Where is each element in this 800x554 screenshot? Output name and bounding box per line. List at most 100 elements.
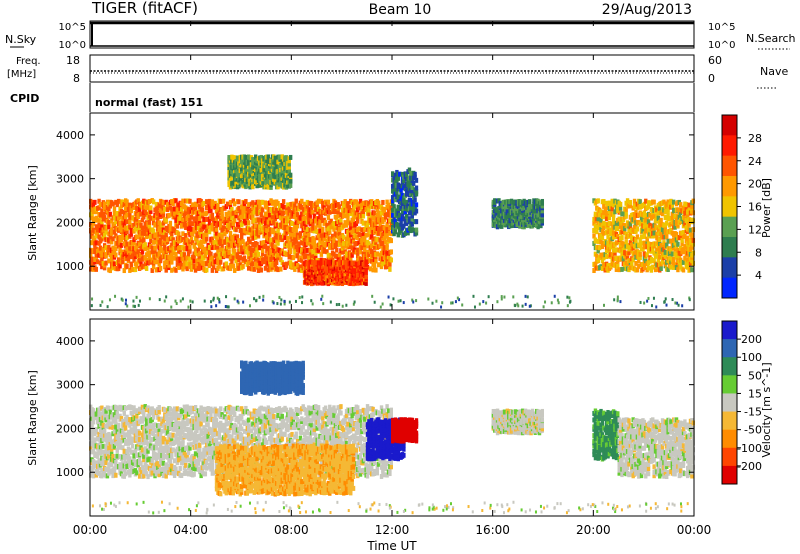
echo-cell [252, 217, 256, 223]
echo-cell [312, 213, 317, 219]
echo-cell [104, 460, 108, 466]
echo-cell [400, 171, 405, 177]
echo-cell [606, 263, 610, 269]
echo-cell [361, 220, 366, 226]
echo-cell [634, 223, 638, 229]
echo-cell [98, 248, 103, 254]
echo-cell [329, 236, 333, 242]
echo-cell [202, 200, 206, 206]
echo-cell [249, 247, 254, 253]
echo-cell [666, 238, 670, 244]
echo-cell [192, 258, 196, 264]
echo-cell [248, 239, 252, 245]
echo-cell [101, 461, 105, 467]
echo-cell [170, 305, 173, 309]
echo-cell [216, 206, 220, 212]
echo-cell [118, 444, 122, 450]
echo-cell [665, 203, 669, 209]
echo-cell [233, 267, 237, 273]
echo-cell [597, 211, 602, 217]
echo-cell [688, 298, 691, 302]
echo-cell [542, 305, 545, 309]
echo-cell [102, 201, 107, 207]
echo-cell [188, 217, 192, 223]
echo-cell [642, 231, 647, 237]
echo-cell [450, 301, 453, 305]
echo-cell [281, 204, 286, 210]
echo-cell [684, 238, 689, 244]
echo-cell [259, 267, 263, 273]
echo-cell [352, 302, 355, 306]
echo-cell [116, 243, 121, 249]
echo-cell [102, 469, 107, 475]
nsky-strip: N.Sky 10^5 10^0 N.Search 10^5 10^0 [5, 20, 796, 51]
echo-cell [639, 219, 644, 225]
echo-cell [132, 240, 136, 246]
echo-cell [646, 203, 651, 209]
echo-cell [90, 423, 94, 429]
echo-cell [198, 261, 202, 267]
echo-cell [195, 202, 199, 208]
echo-cell [602, 230, 606, 236]
echo-cell [165, 259, 170, 265]
echo-cell [314, 250, 318, 256]
echo-cell [219, 220, 223, 226]
echo-cell [101, 227, 105, 233]
echo-cell [344, 222, 349, 228]
echo-cell [288, 178, 293, 184]
echo-cell [93, 437, 97, 443]
echo-cell [364, 269, 368, 275]
echo-cell [241, 263, 245, 269]
echo-cell [221, 266, 226, 272]
power-colorbar [721, 114, 738, 299]
echo-cell [669, 246, 673, 252]
echo-cell [265, 164, 269, 170]
echo-cell [125, 263, 129, 269]
echo-cell [613, 298, 616, 302]
nave-tick-low: 0 [708, 72, 715, 85]
echo-cell [691, 241, 696, 247]
power-ytick: 1000 [56, 260, 84, 273]
echo-cell [234, 179, 238, 185]
echo-cell [653, 267, 658, 273]
echo-cell [659, 231, 663, 237]
echo-cell [94, 460, 98, 466]
echo-cell [621, 217, 626, 223]
echo-cell [342, 210, 346, 216]
echo-cell [196, 247, 201, 253]
echo-cell [290, 236, 294, 242]
echo-cell [270, 242, 275, 248]
echo-cell [281, 262, 286, 268]
echo-cell [193, 267, 198, 273]
echo-cell [379, 250, 384, 256]
echo-cell [115, 411, 119, 417]
echo-cell [249, 233, 254, 239]
echo-cell [361, 251, 366, 257]
echo-cell [356, 218, 360, 224]
echo-cell [283, 235, 287, 241]
echo-cell [182, 213, 187, 219]
echo-cell [297, 267, 301, 273]
echo-cell [616, 295, 619, 299]
echo-cell [568, 296, 571, 300]
echo-cell [392, 204, 396, 210]
echo-cell [246, 202, 251, 208]
echo-cell [125, 252, 129, 258]
echo-cell [514, 213, 518, 219]
echo-cell [674, 217, 679, 223]
echo-cell [104, 412, 108, 418]
echo-cell [399, 196, 403, 202]
echo-cell [128, 202, 132, 208]
echo-cell [683, 249, 687, 255]
echo-cell [600, 235, 605, 241]
echo-cell [193, 206, 198, 212]
echo-cell [170, 231, 174, 237]
echo-cell [132, 304, 135, 308]
echo-cell [238, 262, 243, 268]
echo-cell [665, 303, 668, 307]
echo-cell [628, 232, 633, 238]
echo-cell [332, 203, 336, 209]
power-ytick: 2000 [56, 216, 84, 229]
echo-cell [298, 231, 303, 237]
echo-cell [632, 216, 637, 222]
